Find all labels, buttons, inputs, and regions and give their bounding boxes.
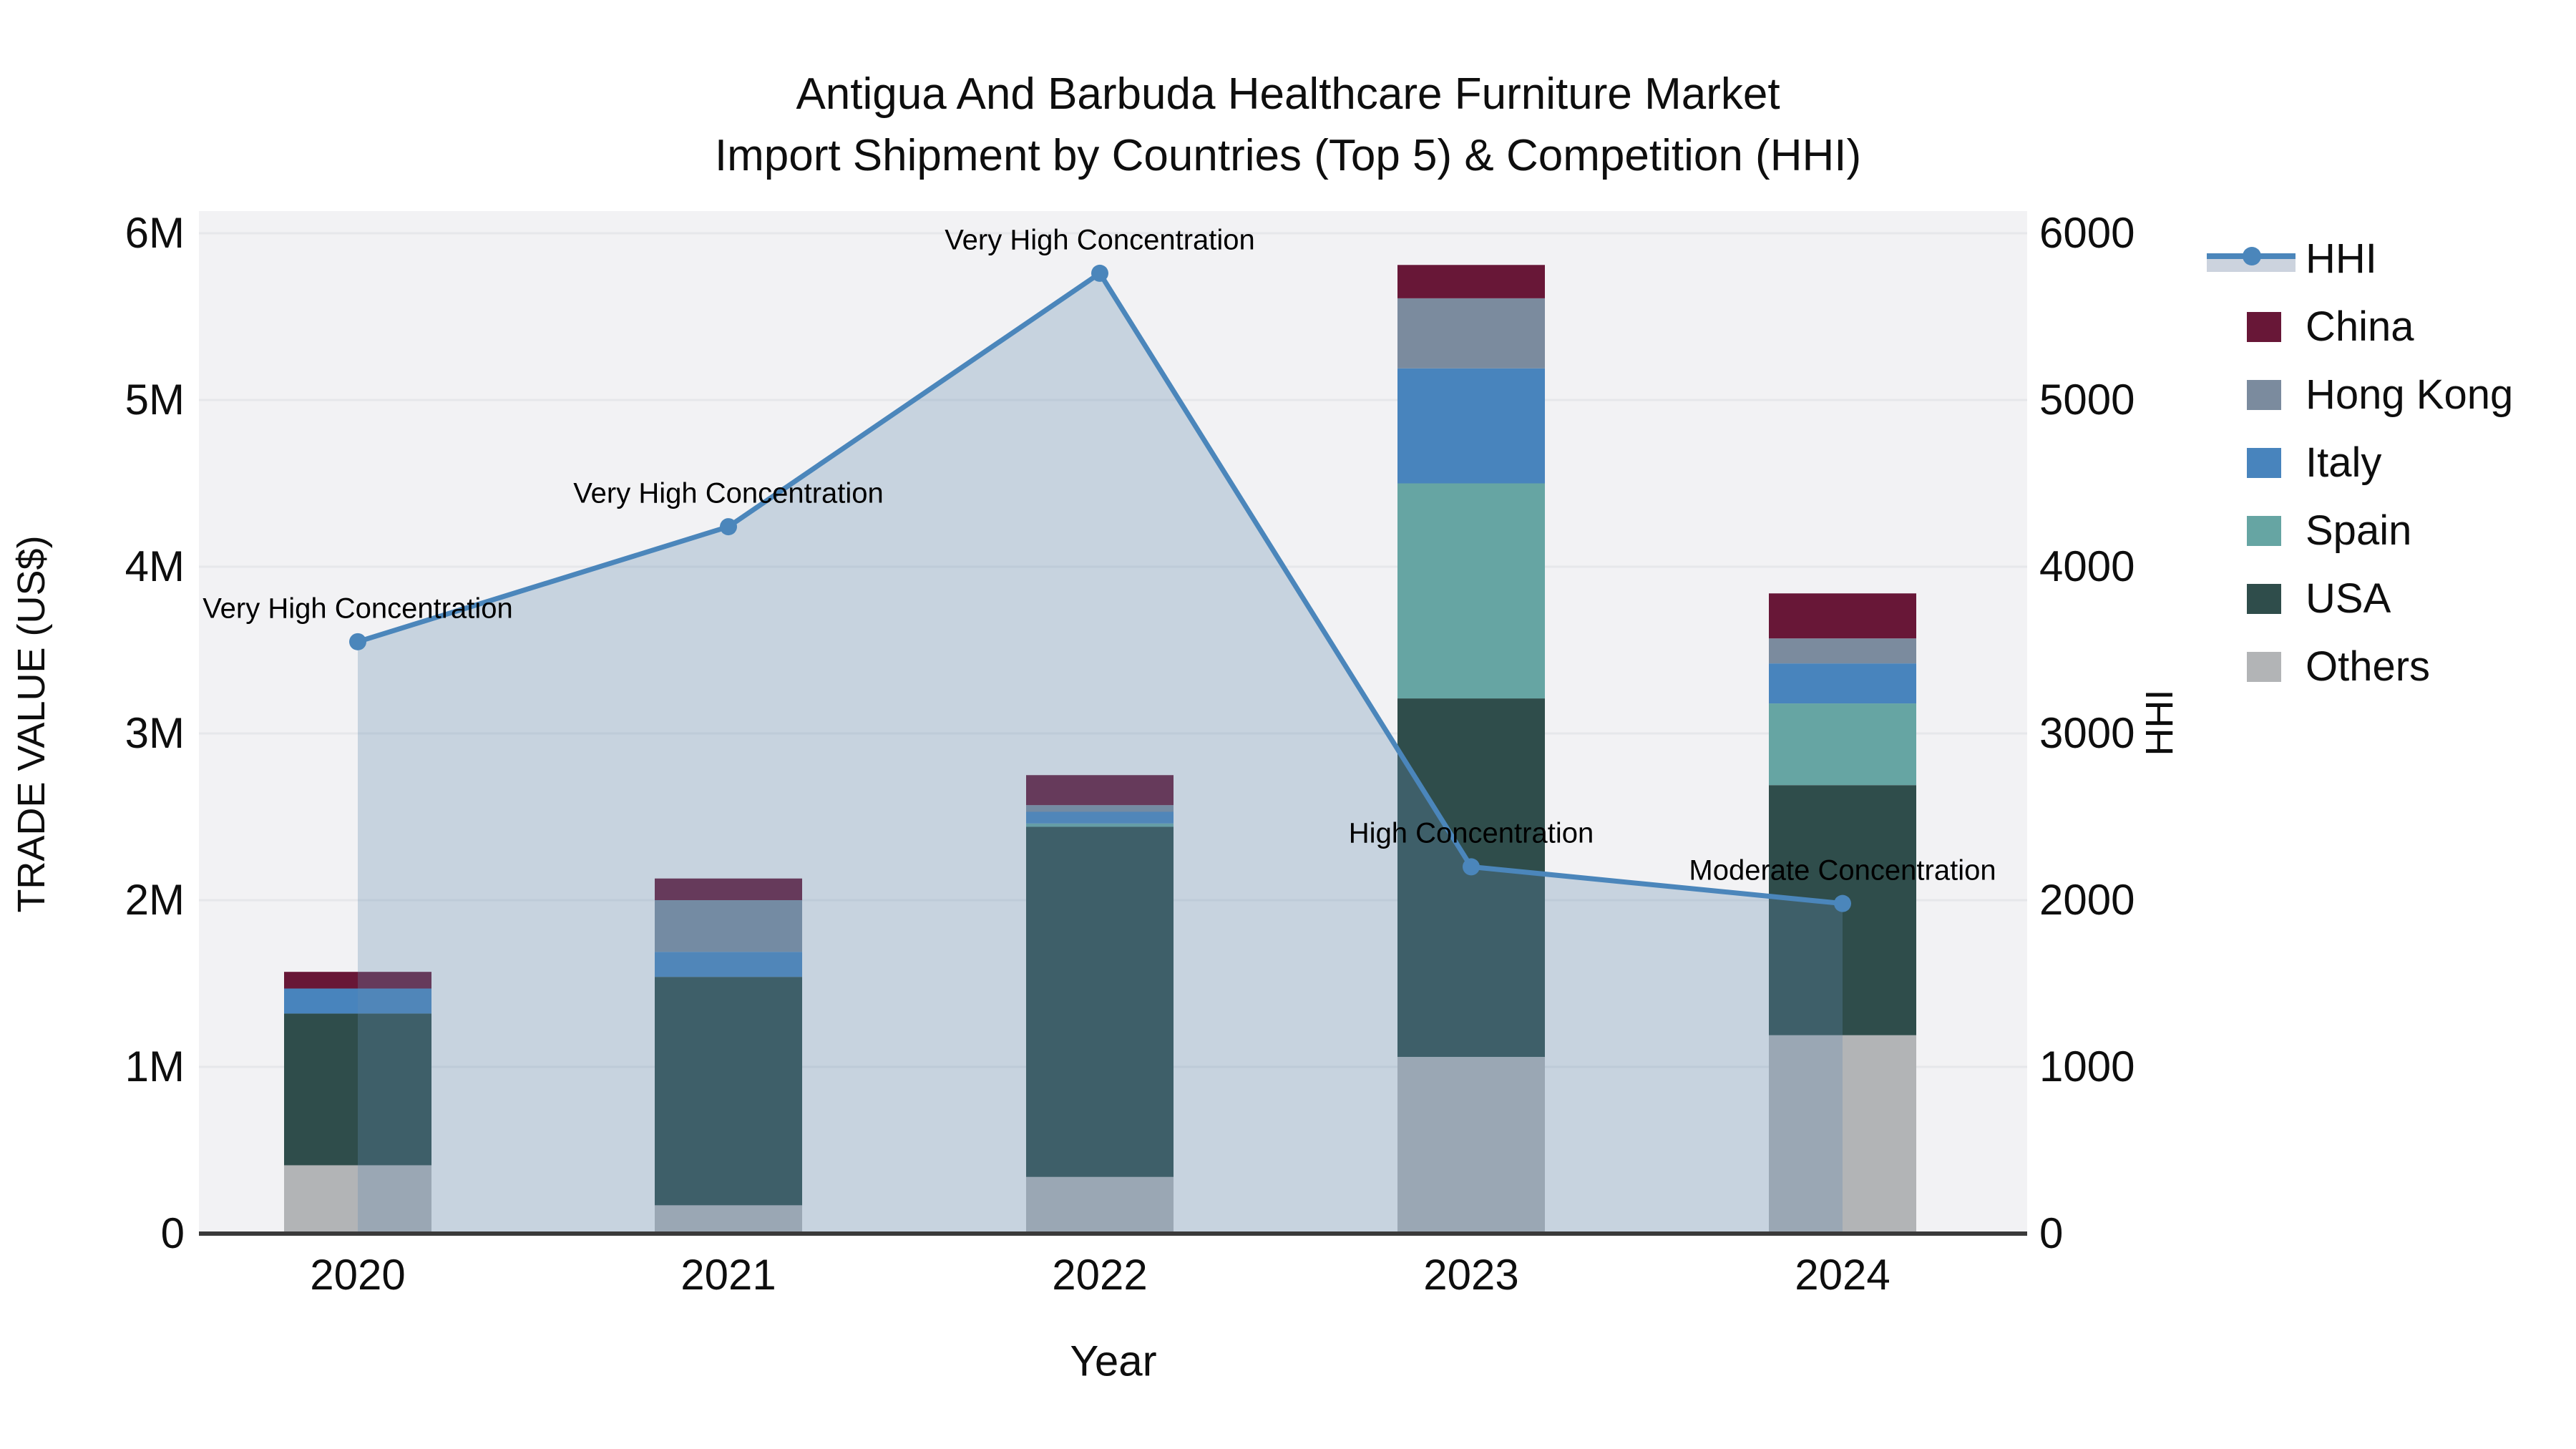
legend-swatch-china[interactable] [2247, 312, 2281, 342]
bar-segment-others-2023[interactable] [1397, 1057, 1545, 1234]
hhi-marker-2022[interactable] [1091, 264, 1108, 282]
annotation-2022: Very High Concentration [945, 224, 1255, 256]
bar-segment-italy-2024[interactable] [1769, 663, 1916, 704]
bar-segment-spain-2022[interactable] [1026, 823, 1174, 827]
hhi-marker-2024[interactable] [1834, 894, 1851, 912]
x-tick-2021: 2021 [680, 1251, 776, 1299]
hhi-area-fill [358, 273, 1843, 1234]
hhi-marker-2023[interactable] [1463, 858, 1480, 876]
y-right-tick-0: 0 [2039, 1209, 2064, 1257]
bar-segment-spain-2024[interactable] [1769, 703, 1916, 786]
bar-segment-china-2022[interactable] [1026, 775, 1174, 806]
y-right-tick-6000: 6000 [2039, 209, 2135, 257]
bar-segment-spain-2023[interactable] [1397, 483, 1545, 699]
legend-label-others[interactable]: Others [2306, 643, 2431, 690]
legend-swatch-italy[interactable] [2247, 448, 2281, 478]
legend-swatch-usa[interactable] [2247, 584, 2281, 614]
x-tick-2020: 2020 [310, 1251, 406, 1299]
hhi-marker-2021[interactable] [720, 518, 737, 536]
y-left-tick-6M: 6M [125, 209, 185, 257]
annotation-2020: Very High Concentration [203, 592, 513, 625]
x-tick-2024: 2024 [1795, 1251, 1890, 1299]
legend-label-spain[interactable]: Spain [2306, 507, 2412, 554]
x-axis-title: Year [1070, 1337, 1157, 1385]
y-left-tick-5M: 5M [125, 376, 185, 424]
y-right-tick-4000: 4000 [2039, 542, 2135, 590]
bar-segment-others-2022[interactable] [1026, 1176, 1174, 1234]
bar-segment-usa-2022[interactable] [1026, 826, 1174, 1177]
chart-title-line1: Antigua And Barbuda Healthcare Furniture… [796, 69, 1780, 119]
legend-label-italy[interactable]: Italy [2306, 439, 2382, 486]
bar-segment-others-2024[interactable] [1769, 1035, 1916, 1234]
annotation-2023: High Concentration [1348, 817, 1594, 849]
bar-segment-others-2021[interactable] [655, 1205, 802, 1234]
bar-segment-hong-kong-2021[interactable] [655, 900, 802, 952]
annotation-2024: Moderate Concentration [1689, 854, 1996, 887]
chart-title-line2: Import Shipment by Countries (Top 5) & C… [714, 131, 1862, 180]
bar-segment-others-2020[interactable] [284, 1165, 431, 1234]
legend-swatch-others[interactable] [2247, 652, 2281, 682]
legend-label-china[interactable]: China [2306, 303, 2414, 350]
bar-segment-china-2020[interactable] [284, 972, 431, 989]
hhi-marker-swatch [2243, 247, 2261, 265]
legend-swatch-spain[interactable] [2247, 516, 2281, 546]
bar-segment-italy-2020[interactable] [284, 988, 431, 1014]
y-right-tick-5000: 5000 [2039, 376, 2135, 424]
bar-segment-italy-2023[interactable] [1397, 368, 1545, 484]
y-left-tick-1M: 1M [125, 1043, 185, 1091]
y-right-tick-3000: 3000 [2039, 709, 2135, 757]
bar-segment-hong-kong-2022[interactable] [1026, 805, 1174, 812]
bar-segment-hong-kong-2024[interactable] [1769, 638, 1916, 664]
y-right-tick-1000: 1000 [2039, 1043, 2135, 1091]
hhi-marker-2020[interactable] [349, 633, 366, 650]
y-left-tick-0: 0 [160, 1209, 185, 1257]
annotation-2021: Very High Concentration [573, 477, 884, 509]
legend-swatch-hong-kong[interactable] [2247, 380, 2281, 410]
bar-segment-china-2023[interactable] [1397, 265, 1545, 298]
x-tick-2023: 2023 [1423, 1251, 1519, 1299]
bar-segment-usa-2021[interactable] [655, 977, 802, 1206]
bar-segment-china-2024[interactable] [1769, 593, 1916, 639]
legend-label-hong-kong[interactable]: Hong Kong [2306, 371, 2514, 418]
y-left-tick-2M: 2M [125, 876, 185, 924]
legend-swatch-hhi[interactable] [2207, 246, 2296, 272]
bar-segment-usa-2023[interactable] [1397, 698, 1545, 1058]
bar-segment-italy-2021[interactable] [655, 952, 802, 977]
legend-label-hhi[interactable]: HHI [2306, 235, 2377, 282]
bar-segment-china-2021[interactable] [655, 878, 802, 900]
x-tick-2022: 2022 [1052, 1251, 1148, 1299]
legend-label-usa[interactable]: USA [2306, 575, 2391, 622]
y-left-tick-4M: 4M [125, 542, 185, 590]
y-left-tick-3M: 3M [125, 709, 185, 757]
bar-segment-italy-2022[interactable] [1026, 811, 1174, 824]
bar-segment-hong-kong-2023[interactable] [1397, 298, 1545, 369]
y-right-tick-2000: 2000 [2039, 876, 2135, 924]
bar-segment-usa-2020[interactable] [284, 1013, 431, 1166]
